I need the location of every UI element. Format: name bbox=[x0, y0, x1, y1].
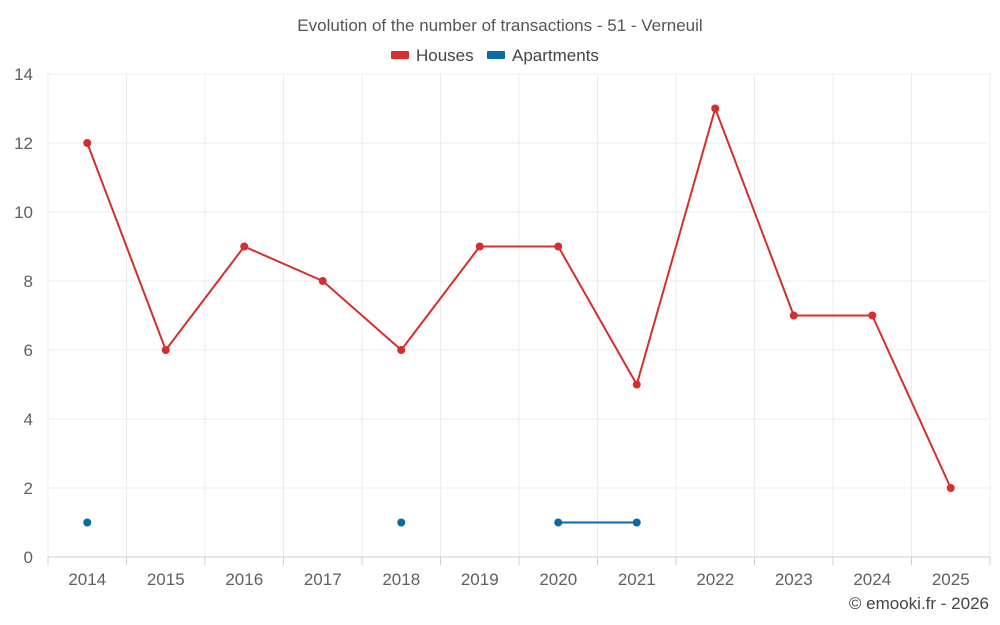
data-point-houses-2014[interactable] bbox=[83, 139, 92, 147]
data-point-houses-2022[interactable] bbox=[711, 104, 720, 113]
x-tick-label: 2014 bbox=[68, 570, 106, 589]
legend-item-houses[interactable]: Houses bbox=[391, 46, 474, 65]
x-tick-label: 2018 bbox=[382, 570, 420, 589]
data-point-apartments-2020[interactable] bbox=[554, 518, 563, 527]
x-tick-label: 2016 bbox=[225, 570, 263, 589]
data-point-apartments-2018[interactable] bbox=[397, 518, 406, 527]
x-tick-label: 2023 bbox=[775, 570, 813, 589]
data-point-houses-2019[interactable] bbox=[475, 242, 484, 251]
legend-swatch-houses bbox=[391, 51, 409, 59]
y-tick-label: 0 bbox=[24, 548, 33, 567]
y-tick-label: 14 bbox=[14, 65, 33, 84]
legend-label-houses: Houses bbox=[416, 46, 474, 65]
x-tick-label: 2025 bbox=[932, 570, 970, 589]
x-axis: 2014 2015 2016 2017 2018 2019 2020 2021 2022 2023… bbox=[47, 556, 991, 589]
data-point-houses-2020[interactable] bbox=[554, 242, 563, 251]
data-point-houses-2024[interactable] bbox=[868, 311, 877, 320]
y-tick-label: 8 bbox=[24, 272, 33, 291]
data-point-houses-2018[interactable] bbox=[397, 346, 406, 354]
x-tick-label: 2017 bbox=[304, 570, 342, 589]
credit-text: © emooki.fr - 2026 bbox=[849, 594, 989, 613]
y-tick-label: 6 bbox=[24, 341, 33, 360]
y-tick-label: 2 bbox=[24, 479, 33, 498]
legend-swatch-apartments bbox=[487, 51, 505, 59]
y-tick-label: 4 bbox=[24, 410, 33, 429]
x-tick-label: 2019 bbox=[461, 570, 499, 589]
data-point-apartments-2021[interactable] bbox=[632, 518, 641, 527]
data-point-houses-2015[interactable] bbox=[161, 346, 170, 354]
x-tick-label: 2020 bbox=[539, 570, 577, 589]
chart-title: Evolution of the number of transactions … bbox=[297, 16, 702, 35]
x-tick-label: 2024 bbox=[853, 570, 891, 589]
legend: Houses Apartments bbox=[391, 46, 599, 65]
series-houses bbox=[83, 104, 955, 492]
y-axis: 0 2 4 6 8 10 12 14 bbox=[14, 65, 33, 567]
series-layer bbox=[83, 104, 955, 527]
data-point-houses-2025[interactable] bbox=[946, 484, 955, 492]
legend-label-apartments: Apartments bbox=[512, 46, 599, 65]
x-tick-label: 2015 bbox=[147, 570, 185, 589]
data-point-apartments-2014[interactable] bbox=[83, 518, 92, 527]
legend-item-apartments[interactable]: Apartments bbox=[487, 46, 599, 65]
series-apartments bbox=[83, 518, 641, 527]
x-tick-label: 2021 bbox=[618, 570, 656, 589]
y-tick-label: 10 bbox=[14, 203, 33, 222]
data-point-houses-2021[interactable] bbox=[632, 380, 641, 389]
x-tick-label: 2022 bbox=[696, 570, 734, 589]
y-tick-label: 12 bbox=[14, 134, 33, 153]
data-point-houses-2023[interactable] bbox=[789, 311, 798, 320]
data-point-houses-2017[interactable] bbox=[318, 277, 327, 285]
data-point-houses-2016[interactable] bbox=[240, 242, 249, 251]
series-line-houses bbox=[86, 107, 952, 489]
